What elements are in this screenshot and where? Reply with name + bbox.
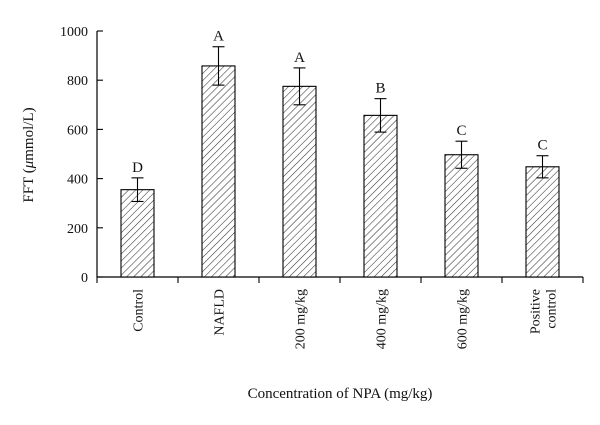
x-tick-label: control — [545, 289, 560, 329]
significance-letter: A — [294, 50, 305, 66]
labels: D Control A NAFLD A 200 mg/kg B 400 mg/kg C 600 m… — [132, 29, 560, 350]
y-tick-label: 0 — [81, 271, 88, 286]
y-axis-label: FFT (μmmol/L) — [21, 107, 37, 202]
significance-letter: A — [213, 29, 224, 45]
x-tick-label: 600 mg/kg — [456, 289, 471, 349]
y-axis-label-suffix: mmol/L) — [21, 107, 37, 160]
bar — [282, 85, 317, 278]
y-tick-label: 800 — [67, 74, 88, 89]
y-tick-label: 400 — [67, 173, 88, 188]
y-tick-label: 200 — [67, 222, 88, 237]
bar — [525, 166, 560, 278]
bar — [201, 65, 236, 278]
bar — [444, 154, 479, 278]
x-axis-label: Concentration of NPA (mg/kg) — [248, 386, 433, 402]
y-tick-label: 600 — [67, 123, 88, 138]
x-tick-label: 400 mg/kg — [375, 289, 390, 349]
y-axis-label-mu: μ — [21, 160, 37, 169]
x-tick-label: Control — [132, 289, 147, 332]
axes: 0 200 400 600 800 1000 — [60, 25, 584, 286]
y-axis-label-prefix: FFT ( — [21, 168, 37, 202]
significance-letter: C — [537, 138, 547, 154]
significance-letter: C — [456, 123, 466, 139]
bars — [120, 46, 560, 278]
bar — [120, 189, 155, 278]
significance-letter: D — [132, 160, 143, 176]
significance-letter: B — [375, 81, 385, 97]
x-tick-label: NAFLD — [213, 289, 228, 336]
bar — [363, 114, 398, 278]
x-tick-label: Positive — [529, 289, 544, 334]
y-tick-label: 1000 — [60, 25, 88, 40]
x-tick-label: 200 mg/kg — [294, 289, 309, 349]
